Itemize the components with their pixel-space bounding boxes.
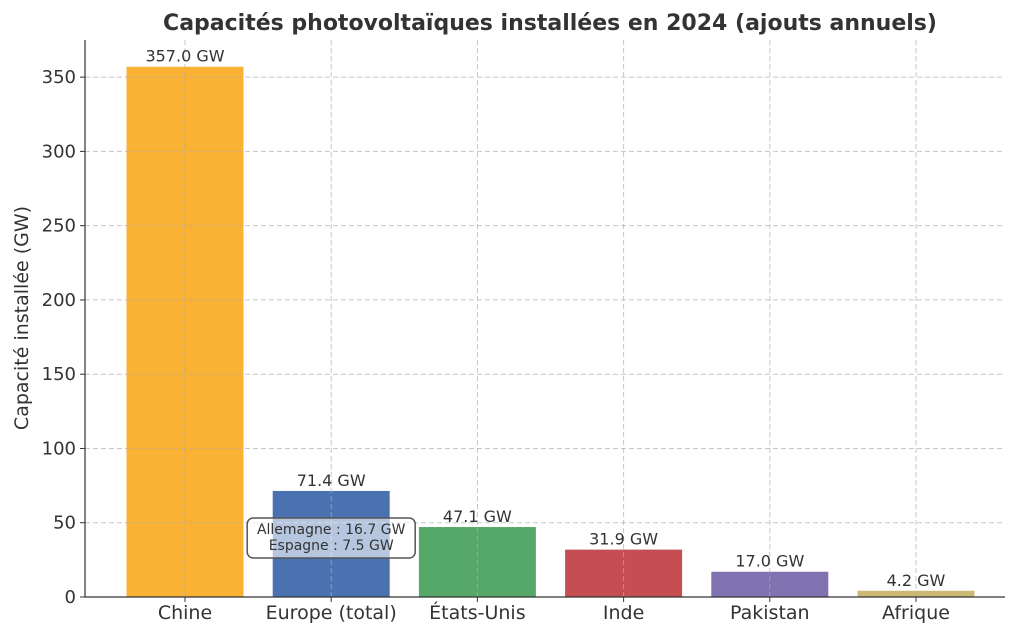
annotation-line: Allemagne : 16.7 GW	[257, 522, 406, 538]
x-tick-label: Inde	[603, 602, 644, 624]
annotation-frame	[246, 517, 416, 559]
data-label: 4.2 GW	[887, 571, 946, 590]
y-tick-label: 150	[42, 364, 76, 385]
x-tick-label: États-Unis	[429, 601, 525, 624]
data-label: 17.0 GW	[735, 552, 804, 571]
x-tick-label: Europe (total)	[266, 602, 397, 624]
data-label: 47.1 GW	[443, 507, 512, 526]
y-axis-label: Capacité installée (GW)	[11, 206, 33, 430]
data-labels: 357.0 GW 71.4 GW 47.1 GW 31.9 GW 17.0 GW 4.2 …	[145, 47, 945, 590]
y-tick-label: 200	[42, 290, 76, 311]
y-tick-label: 50	[53, 513, 76, 534]
data-label: 357.0 GW	[145, 47, 224, 66]
annotation-line: Espagne : 7.5 GW	[269, 538, 394, 554]
data-label: 71.4 GW	[297, 471, 366, 490]
grid-overlay	[85, 40, 1005, 597]
y-tick-label: 0	[65, 587, 76, 608]
x-tick-label: Pakistan	[730, 602, 810, 624]
y-tick-label: 350	[42, 67, 76, 88]
y-tick-label: 100	[42, 438, 76, 459]
bar-3	[565, 549, 683, 597]
axes: Chine Europe (total) États-Unis Inde Pakista…	[42, 40, 1005, 624]
data-label: 31.9 GW	[589, 530, 658, 549]
x-tick-label: Afrique	[882, 602, 950, 624]
x-tick-label: Chine	[158, 602, 212, 624]
y-tick-label: 300	[42, 141, 76, 162]
chart-title: Capacités photovoltaïques installées en …	[163, 11, 937, 36]
y-tick-label: 250	[42, 216, 76, 237]
